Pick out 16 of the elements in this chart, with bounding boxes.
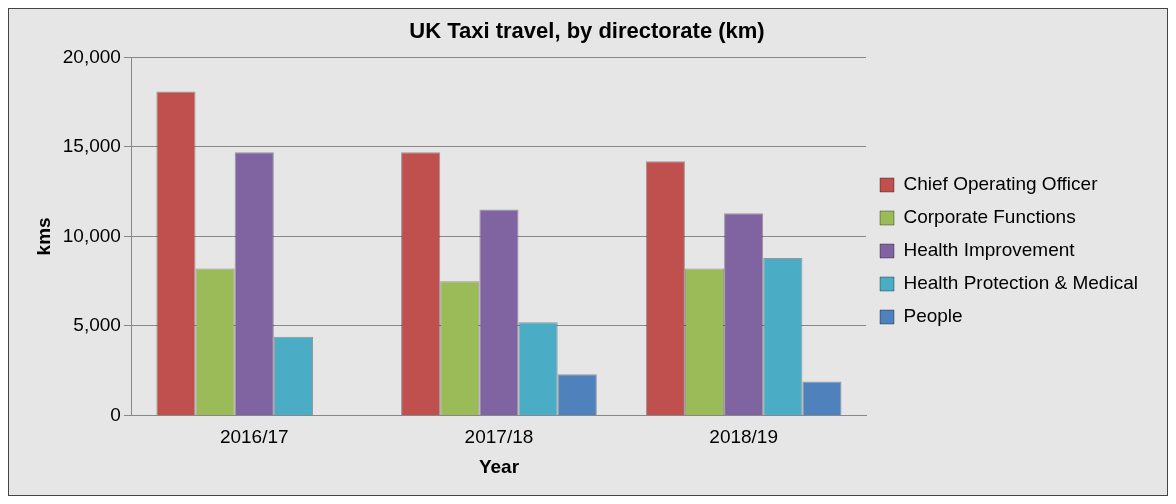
y-tick-label: 5,000 xyxy=(73,314,121,336)
x-tick-label: 2016/17 xyxy=(219,426,289,448)
legend-label: Health Protection & Medical xyxy=(903,272,1138,294)
y-tick-label: 20,000 xyxy=(62,45,121,67)
x-tick-label: 2018/19 xyxy=(709,426,778,448)
y-tick-label: 0 xyxy=(110,403,121,425)
x-tick-label: 2017/18 xyxy=(464,426,534,448)
legend-label: People xyxy=(903,305,963,327)
y-tick-label: 10,000 xyxy=(62,224,121,246)
chart-title: UK Taxi travel, by directorate (km) xyxy=(409,18,765,44)
legend-label: Health Improvement xyxy=(903,239,1076,261)
legend-label: Corporate Functions xyxy=(903,206,1076,228)
legend-label: Chief Operating Officer xyxy=(903,173,1099,195)
x-axis-title: Year xyxy=(478,455,520,477)
y-axis-title: kms xyxy=(32,217,54,256)
y-tick-label: 15,000 xyxy=(62,135,121,157)
